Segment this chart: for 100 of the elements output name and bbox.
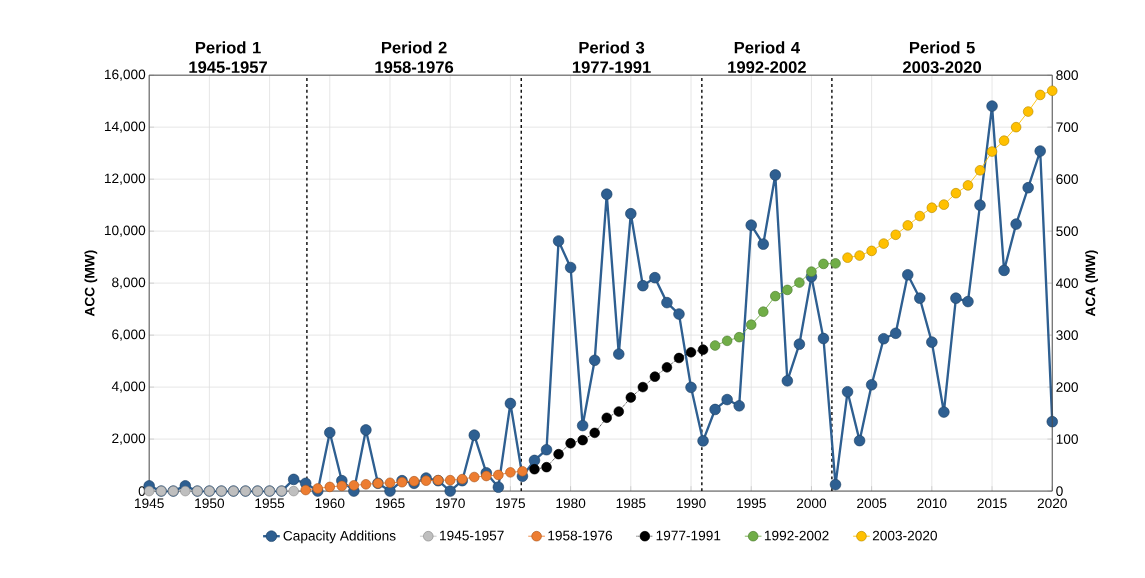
point — [842, 252, 853, 263]
y2-tick-label: 400 — [1056, 278, 1078, 288]
point — [854, 250, 865, 261]
text: Period 4 1992-2002 — [728, 41, 806, 74]
point — [986, 146, 998, 157]
legend-label: 1945-1957 — [440, 530, 504, 541]
point — [613, 406, 624, 417]
point — [962, 180, 974, 191]
y2-tick-label: 600 — [1056, 174, 1078, 185]
point — [661, 362, 673, 373]
y2-tick-label: 800 — [1056, 70, 1078, 81]
x-tick-label: 1995 — [737, 498, 766, 509]
point — [1010, 122, 1022, 133]
x-tick-label: 2005 — [857, 498, 887, 509]
point — [794, 277, 805, 288]
legend-label: 1958-1976 — [548, 530, 613, 541]
x-tick-label: 2015 — [977, 498, 1007, 509]
point — [565, 438, 576, 449]
point — [685, 347, 697, 358]
point — [830, 258, 841, 269]
point — [360, 479, 372, 490]
legend-label: 2003-2020 — [872, 530, 937, 541]
y2-tick-label: 300 — [1056, 330, 1078, 340]
point — [1035, 89, 1046, 101]
point — [469, 471, 480, 483]
point — [445, 474, 456, 486]
y-axis-title: ACC (MW) — [84, 250, 98, 317]
point — [938, 199, 950, 210]
point — [1047, 85, 1058, 96]
text: Period 3 1977-1991 — [572, 41, 651, 74]
x-tick-label: 1965 — [375, 498, 405, 509]
point — [553, 449, 564, 460]
point — [770, 290, 781, 302]
point — [180, 485, 191, 497]
point — [890, 229, 901, 240]
x-tick-label: 1945 — [135, 498, 164, 509]
y2-tick-label: 700 — [1056, 122, 1078, 133]
y-tick-label: 16,000 — [104, 69, 146, 81]
point — [529, 464, 540, 475]
y-tick-label: 6,000 — [112, 329, 146, 341]
point — [637, 381, 649, 393]
y2-axis-title: ACA (MW) — [1085, 250, 1098, 317]
point — [505, 467, 516, 478]
point — [1022, 106, 1034, 117]
point — [950, 188, 962, 199]
y-tick-label: 10,000 — [104, 225, 146, 237]
point — [517, 466, 528, 477]
y-tick-label: 14,000 — [104, 121, 146, 133]
y2-tick-label: 100 — [1056, 434, 1078, 444]
legend-label: Capacity Additions — [283, 530, 396, 544]
point — [806, 266, 817, 277]
point — [384, 477, 396, 488]
point — [673, 352, 685, 364]
y2-tick-label: 500 — [1056, 226, 1078, 236]
text: Period 5 2003-2020 — [902, 41, 982, 74]
x-tick-label: 1970 — [436, 498, 465, 509]
point — [288, 485, 299, 497]
y-tick-label: 8,000 — [112, 277, 146, 289]
x-tick-label: 1980 — [556, 498, 586, 509]
point — [998, 135, 1010, 146]
x-tick-label: 1975 — [496, 498, 526, 509]
x-tick-label: 2020 — [1037, 498, 1067, 509]
point — [721, 335, 733, 347]
point — [601, 412, 612, 423]
y-tick-label: 12,000 — [104, 173, 146, 185]
point — [818, 258, 829, 270]
point — [926, 202, 938, 213]
x-tick-label: 1985 — [616, 498, 646, 509]
point — [697, 344, 709, 355]
point — [649, 371, 661, 382]
point — [300, 484, 311, 496]
point — [577, 434, 588, 446]
y2-tick-label: 0 — [1056, 486, 1063, 496]
x-tick-label: 1955 — [255, 498, 285, 509]
point — [324, 481, 335, 493]
y-tick-label: 2,000 — [112, 433, 146, 445]
y-tick-label: 0 — [138, 486, 146, 496]
point — [758, 306, 769, 317]
legend-label: 1992-2002 — [764, 530, 829, 541]
point — [866, 245, 877, 257]
x-tick-label: 1960 — [315, 498, 345, 509]
text: Period 2 1958-1976 — [375, 41, 454, 74]
x-tick-label: 2010 — [917, 498, 947, 509]
point — [589, 427, 600, 439]
point — [625, 392, 636, 403]
x-tick-label: 1990 — [676, 498, 706, 509]
point — [878, 238, 889, 249]
x-tick-label: 2000 — [796, 498, 827, 509]
point — [974, 165, 986, 176]
point — [746, 319, 757, 330]
point — [493, 469, 504, 481]
legend-label: 1977-1991 — [656, 530, 721, 541]
point — [902, 220, 913, 231]
point — [914, 210, 925, 222]
point — [348, 480, 360, 491]
x-tick-label: 1950 — [195, 498, 225, 509]
point — [734, 332, 745, 343]
y-tick-label: 4,000 — [111, 381, 146, 393]
point — [336, 480, 348, 492]
point — [541, 462, 552, 473]
